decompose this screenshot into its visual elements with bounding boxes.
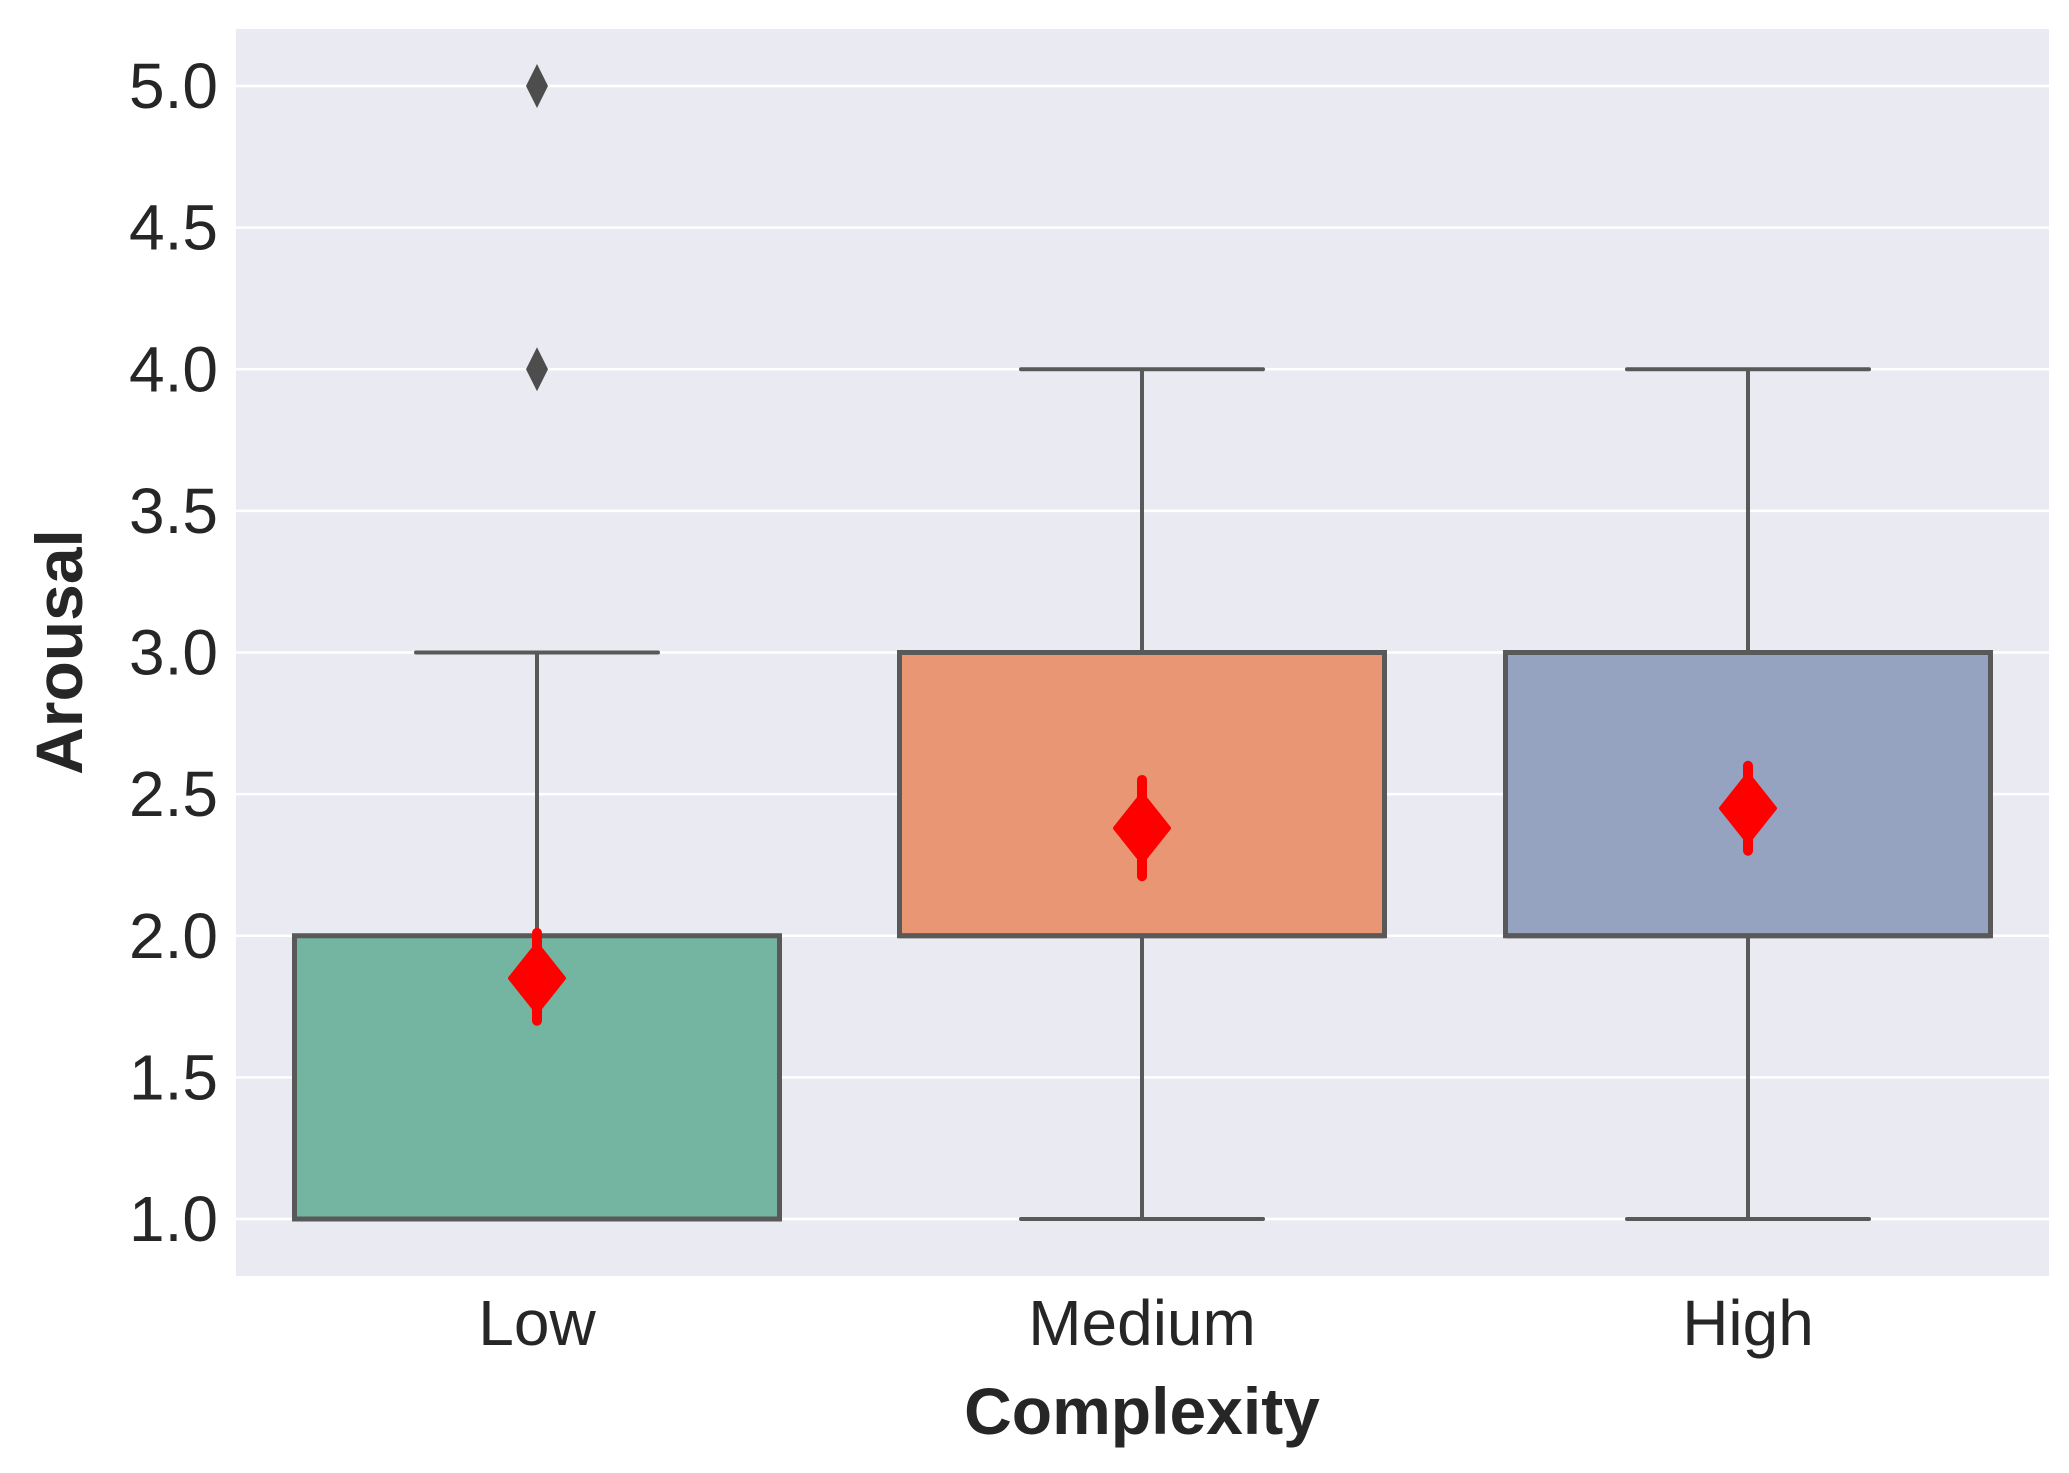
mean-marker — [1113, 792, 1171, 865]
mean-marker — [508, 942, 566, 1015]
box-high — [1503, 367, 1993, 1221]
y-tick-label: 1.0 — [129, 1183, 218, 1255]
y-tick-label: 4.5 — [129, 192, 218, 264]
y-tick-label: 3.5 — [129, 475, 218, 547]
x-tick-label: Low — [478, 1287, 596, 1359]
box-medium — [897, 367, 1387, 1221]
outlier-marker — [526, 347, 548, 392]
y-axis-label: Arousal — [22, 529, 96, 775]
x-tick-label: High — [1682, 1287, 1814, 1359]
y-tick-label: 4.0 — [129, 333, 218, 405]
y-tick-label: 2.0 — [129, 900, 218, 972]
y-tick-label: 1.5 — [129, 1041, 218, 1113]
box-low — [292, 64, 782, 1222]
x-tick-label: Medium — [1028, 1287, 1256, 1359]
mean-marker — [1719, 772, 1777, 845]
x-axis-label: Complexity — [964, 1374, 1320, 1448]
outlier-marker — [526, 64, 548, 108]
y-tick-label: 5.0 — [129, 50, 218, 122]
y-tick-label: 3.0 — [129, 617, 218, 689]
y-tick-label: 2.5 — [129, 758, 218, 830]
